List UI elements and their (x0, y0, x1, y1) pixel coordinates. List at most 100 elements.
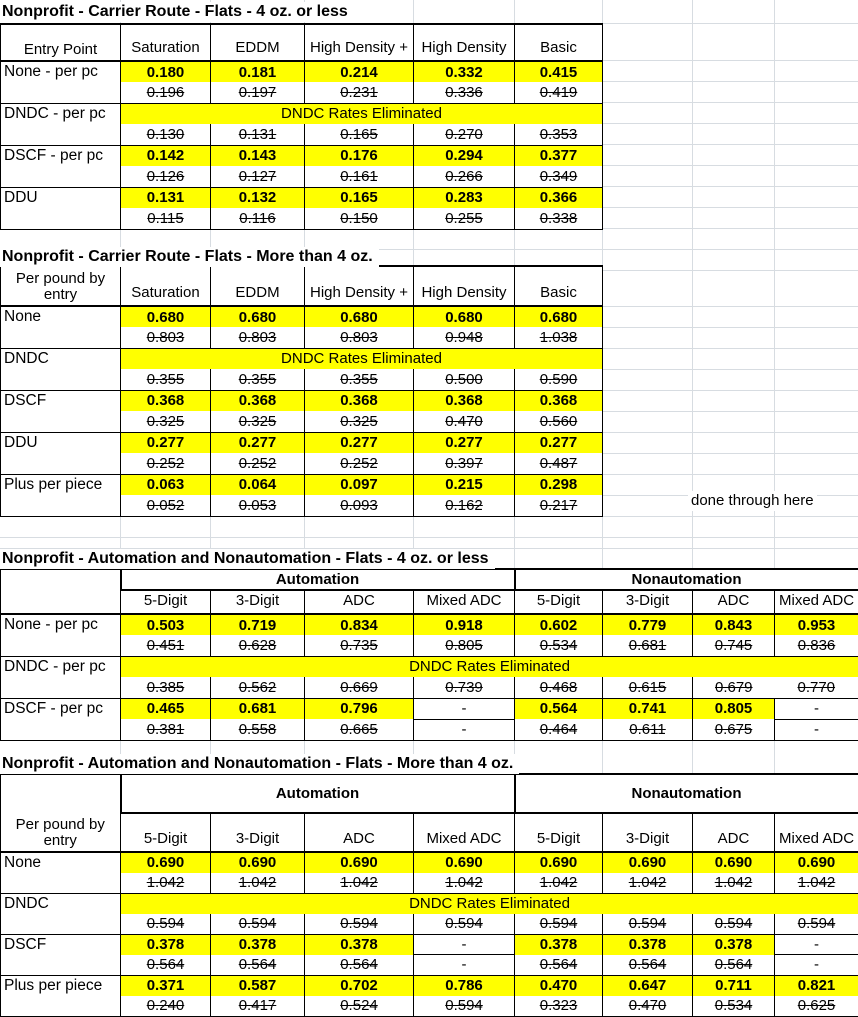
label-header: Entry Point (1, 24, 121, 61)
cell-old-rate: 0.564 (603, 955, 693, 976)
cell-old-rate: 0.594 (414, 914, 515, 935)
cell-old-rate: 0.470 (603, 996, 693, 1017)
row-label: None - per pc (1, 614, 121, 656)
cell-old-rate: 0.803 (121, 327, 211, 348)
cell-current-rate: 0.953 (775, 614, 858, 635)
cell-current-rate: 0.378 (693, 934, 775, 955)
cell-current-rate: 0.283 (414, 187, 515, 208)
dndc-banner: DNDC Rates Eliminated (121, 893, 858, 914)
cell-old-rate: 0.564 (515, 955, 603, 976)
dndc-banner: DNDC Rates Eliminated (121, 348, 603, 369)
group-header: Automation (121, 569, 515, 590)
cell-old-rate: 0.594 (305, 914, 414, 935)
cell-old-rate: 0.487 (515, 453, 603, 474)
cell-old-rate: 0.093 (305, 495, 414, 516)
group-header: Nonautomation (515, 774, 858, 813)
cell-old-rate: 0.381 (121, 719, 211, 740)
group-header: Nonautomation (515, 569, 858, 590)
cell-old-rate: 0.739 (414, 677, 515, 698)
cell-old-rate: 0.594 (414, 996, 515, 1017)
cell-old-rate: - (775, 955, 858, 976)
cell-current-rate: 0.368 (211, 390, 305, 411)
cell-old-rate: 0.594 (603, 914, 693, 935)
cell-current-rate: 0.690 (515, 852, 603, 873)
cell-current-rate: 0.142 (121, 145, 211, 166)
cell-old-rate: 0.252 (211, 453, 305, 474)
cell-current-rate: 0.690 (775, 852, 858, 873)
cell-current-rate: 0.918 (414, 614, 515, 635)
cell-old-rate: 0.615 (603, 677, 693, 698)
cell-old-rate: 0.349 (515, 166, 603, 187)
cell-old-rate: 0.464 (515, 719, 603, 740)
cell-current-rate: 0.277 (414, 432, 515, 453)
row-label: DDU (1, 187, 121, 229)
cell-old-rate: 0.419 (515, 82, 603, 103)
column-header: High Density (414, 266, 515, 306)
cell-current-rate: - (775, 698, 858, 719)
row-label: DNDC - per pc (1, 103, 121, 145)
cell-current-rate: 0.176 (305, 145, 414, 166)
cell-current-rate: 0.368 (515, 390, 603, 411)
column-header: Saturation (121, 24, 211, 61)
row-label: DNDC (1, 893, 121, 934)
cell-current-rate: 0.298 (515, 474, 603, 495)
cell-old-rate: 1.042 (121, 873, 211, 894)
column-header: High Density (414, 24, 515, 61)
column-header: 5-Digit (515, 813, 603, 852)
cell-old-rate: 0.130 (121, 124, 211, 145)
cell-current-rate: 0.378 (515, 934, 603, 955)
cell-current-rate: 0.786 (414, 975, 515, 996)
cell-current-rate: 0.063 (121, 474, 211, 495)
cell-old-rate: - (414, 719, 515, 740)
cell-current-rate: 0.702 (305, 975, 414, 996)
cell-old-rate: 0.669 (305, 677, 414, 698)
cell-current-rate: 0.503 (121, 614, 211, 635)
cell-old-rate: 1.042 (414, 873, 515, 894)
cell-old-rate: 0.126 (121, 166, 211, 187)
cell-old-rate: 0.628 (211, 635, 305, 656)
cell-old-rate: 0.252 (305, 453, 414, 474)
cell-current-rate: 0.690 (211, 852, 305, 873)
cell-current-rate: 0.277 (515, 432, 603, 453)
row-label: Plus per piece (1, 975, 121, 1016)
cell-old-rate: 1.042 (211, 873, 305, 894)
cell-current-rate: 0.215 (414, 474, 515, 495)
cell-old-rate: 1.042 (305, 873, 414, 894)
cell-old-rate: 0.162 (414, 495, 515, 516)
column-header: 5-Digit (515, 590, 603, 614)
row-label: None (1, 852, 121, 893)
column-header: Mixed ADC (775, 813, 858, 852)
cell-old-rate: 0.150 (305, 208, 414, 229)
cell-old-rate: 0.131 (211, 124, 305, 145)
cell-old-rate: 0.681 (603, 635, 693, 656)
cell-old-rate: 0.336 (414, 82, 515, 103)
table-title: Nonprofit - Carrier Route - Flats - 4 oz… (0, 2, 354, 22)
cell-current-rate: 0.690 (305, 852, 414, 873)
cell-old-rate: 0.836 (775, 635, 858, 656)
cell-old-rate: 0.270 (414, 124, 515, 145)
cell-old-rate: 0.115 (121, 208, 211, 229)
cell-old-rate: 0.500 (414, 369, 515, 390)
cell-current-rate: 0.690 (693, 852, 775, 873)
cell-current-rate: 0.680 (211, 306, 305, 327)
column-header: 3-Digit (211, 813, 305, 852)
cell-current-rate: 0.368 (305, 390, 414, 411)
cell-old-rate: 0.240 (121, 996, 211, 1017)
column-header: 5-Digit (121, 813, 211, 852)
cell-old-rate: 0.325 (211, 411, 305, 432)
cell-current-rate: 0.470 (515, 975, 603, 996)
row-label: DSCF (1, 934, 121, 975)
cell-current-rate: 0.378 (211, 934, 305, 955)
cell-old-rate: 0.470 (414, 411, 515, 432)
cell-current-rate: 0.277 (121, 432, 211, 453)
cell-old-rate: 0.675 (693, 719, 775, 740)
label-header: Per pound by entry (1, 774, 121, 852)
cell-current-rate: 0.564 (515, 698, 603, 719)
cell-old-rate: 0.197 (211, 82, 305, 103)
cell-current-rate: 0.834 (305, 614, 414, 635)
row-label: DSCF (1, 390, 121, 432)
table-title: Nonprofit - Carrier Route - Flats - More… (0, 247, 379, 267)
cell-current-rate: 0.796 (305, 698, 414, 719)
